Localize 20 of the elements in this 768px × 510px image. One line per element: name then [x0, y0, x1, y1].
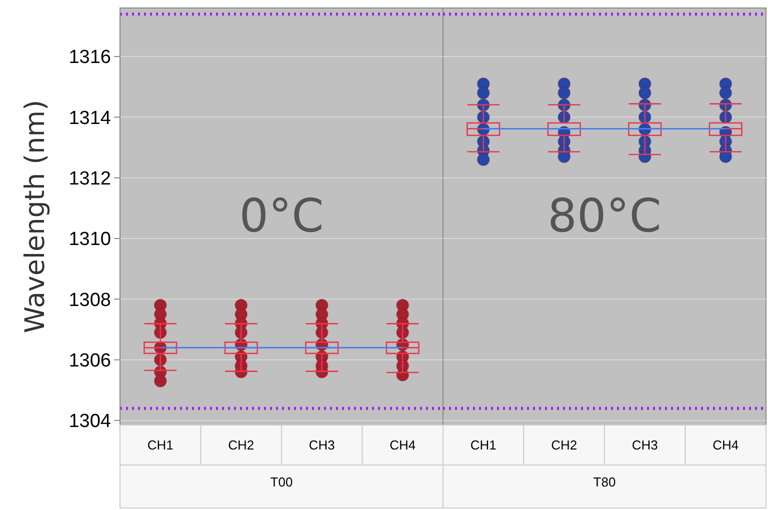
x-tick-label: CH2	[228, 438, 254, 453]
y-tick-label: 1314	[68, 108, 112, 129]
x-tick-label: CH4	[712, 438, 739, 453]
y-tick-label: 1308	[68, 290, 111, 311]
y-tick-label: 1312	[68, 168, 111, 190]
y-axis-title: Wavelength (nm)	[20, 100, 51, 334]
y-tick-label: 1310	[68, 229, 111, 250]
x-tick-label: CH1	[147, 438, 174, 453]
annotation: 80°C	[548, 188, 662, 242]
annotation: 0°C	[239, 188, 324, 242]
x-tick-label: CH3	[632, 438, 658, 453]
y-tick-label: 1304	[68, 411, 112, 432]
x-tick-label: CH1	[470, 438, 496, 453]
x-tick-label: CH3	[308, 438, 335, 453]
x-tick-label: CH4	[390, 438, 416, 453]
x-axis-title: T80	[593, 474, 616, 490]
x-tick-label: CH2	[551, 438, 578, 453]
y-tick-label: 1316	[68, 47, 111, 68]
y-tick-label: 1306	[68, 350, 111, 372]
x-axis-title: T00	[270, 474, 293, 490]
